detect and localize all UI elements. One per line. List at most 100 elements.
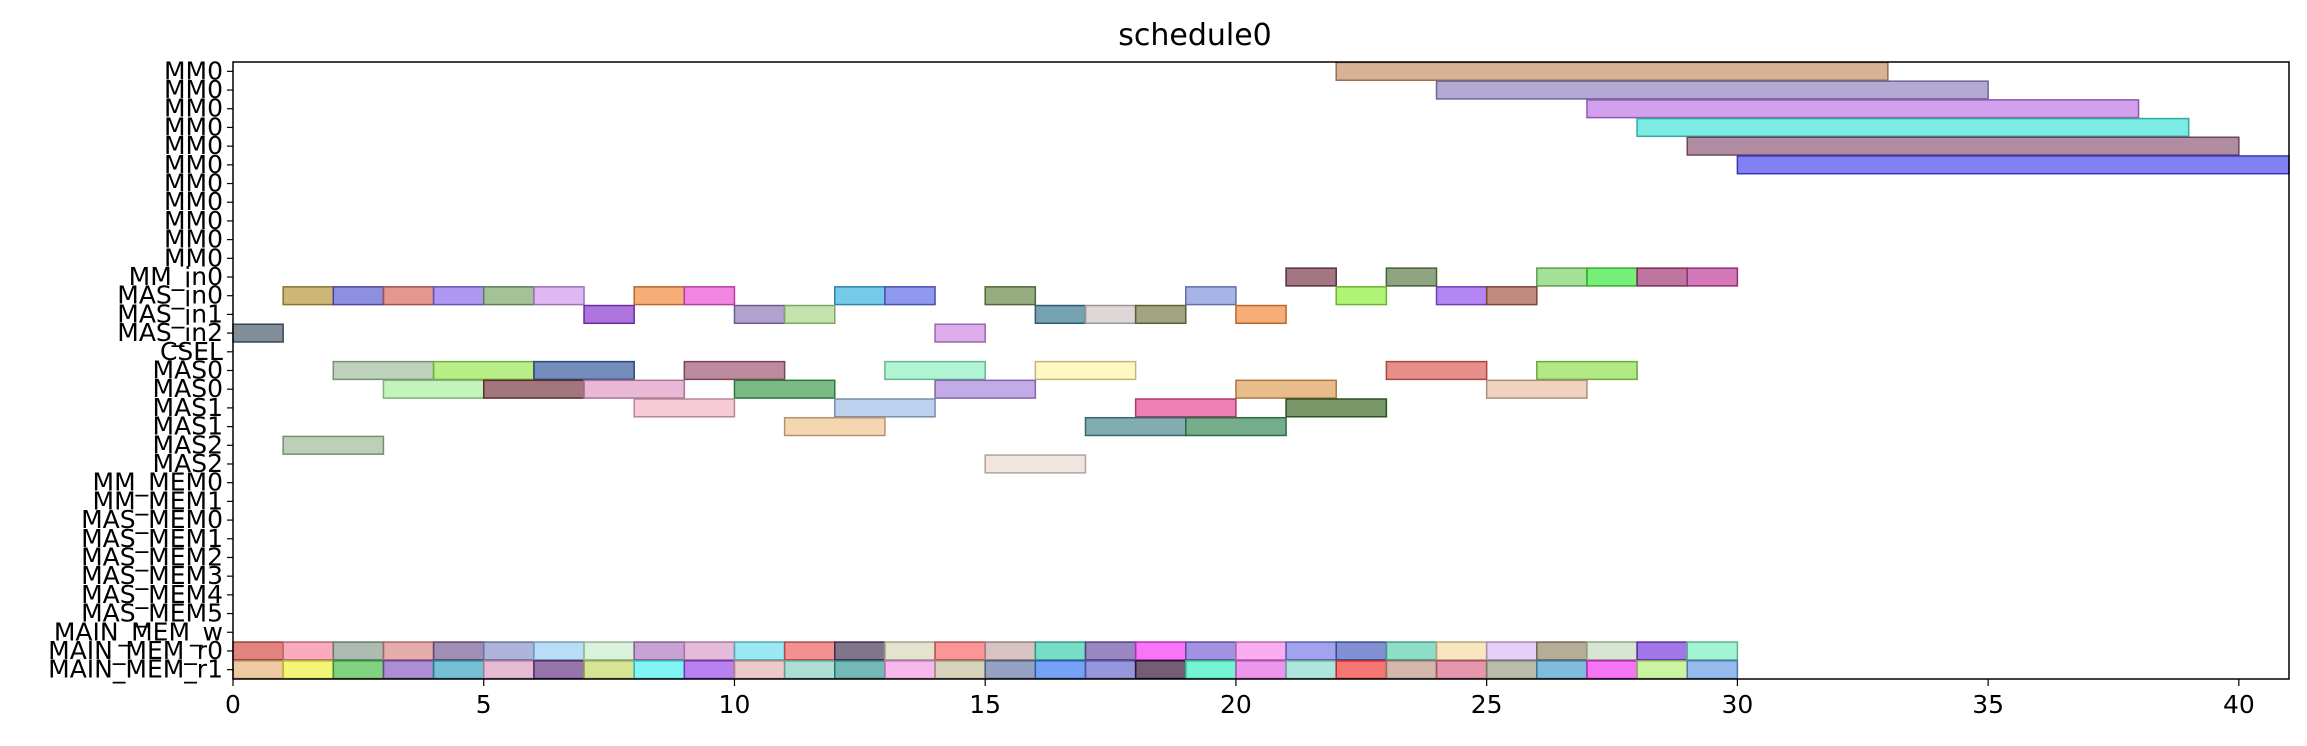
y-tick-label: MAS0: [153, 356, 223, 385]
task-bar: [1185, 641, 1237, 661]
x-tick-label: 5: [476, 690, 492, 719]
y-tick-label: MAS1: [153, 412, 223, 441]
task-bar: [232, 641, 284, 661]
y-tick-label: MM0: [164, 225, 223, 254]
task-bar: [533, 660, 585, 680]
y-tick-label: MM0: [164, 56, 223, 85]
task-bar: [1736, 155, 2290, 175]
task-bar: [633, 641, 686, 661]
task-bar: [482, 286, 535, 306]
task-bar: [282, 660, 335, 680]
task-bar: [1686, 641, 1739, 661]
task-bar: [382, 379, 485, 399]
x-tick-label: 40: [2223, 690, 2255, 719]
task-bar: [1435, 286, 1488, 306]
x-tick-label: 15: [969, 690, 1001, 719]
task-bar: [1134, 398, 1237, 418]
y-tick-label: MAS0: [153, 374, 223, 403]
task-bar: [382, 660, 435, 680]
task-bar: [783, 641, 836, 661]
y-tick-label: MM0: [164, 150, 223, 179]
task-bar: [432, 641, 485, 661]
x-axis-ticks: 0 5 10 15 20 25 30 35 40: [225, 679, 2255, 719]
task-bar: [683, 286, 736, 306]
chart-title: schedule0: [1118, 18, 1272, 53]
task-bar: [282, 435, 385, 455]
task-bar: [1636, 267, 1688, 287]
y-tick-label: MAS1: [153, 393, 223, 422]
task-bar: [733, 304, 786, 325]
task-bar: [683, 660, 736, 680]
y-tick-label: MAS_MEM5: [81, 599, 223, 628]
task-bar: [834, 660, 886, 680]
task-bar: [1185, 416, 1287, 437]
task-bar: [382, 641, 435, 661]
task-bar: [432, 360, 535, 381]
y-tick-label: MAS2: [153, 430, 223, 459]
y-tick-label: MM0: [164, 112, 223, 141]
task-bar: [482, 641, 535, 661]
task-bar: [1536, 267, 1588, 287]
y-tick-label: MM0: [164, 94, 223, 123]
y-tick-label: MM0: [164, 169, 223, 198]
task-bar: [1686, 660, 1739, 680]
task-bar: [1536, 641, 1588, 661]
task-bar: [633, 286, 686, 306]
task-bar: [1134, 641, 1187, 661]
task-bar: [1335, 641, 1388, 661]
y-tick-label: MAS_MEM3: [81, 561, 223, 590]
task-bar: [332, 286, 385, 306]
x-tick-label: 10: [719, 690, 751, 719]
y-tick-label: MM0: [164, 131, 223, 160]
task-bar: [232, 660, 284, 680]
task-bar: [282, 286, 335, 306]
y-tick-label: MM_in0: [129, 262, 223, 291]
task-bar: [1536, 360, 1638, 381]
y-tick-label: MM_MEM1: [93, 486, 223, 515]
task-bar: [1586, 267, 1638, 287]
y-axis-ticks: MM0MM0MM0MM0MM0MM0MM0MM0MM0MM0MM0MM_in0M…: [48, 56, 233, 684]
task-bar: [733, 379, 836, 399]
task-bar: [1636, 660, 1688, 680]
task-bar: [382, 286, 435, 306]
task-bar: [1235, 379, 1337, 399]
task-bar: [533, 360, 635, 381]
task-bar: [1034, 641, 1087, 661]
task-bar: [533, 286, 585, 306]
task-bar: [884, 360, 986, 381]
task-bar: [733, 641, 786, 661]
task-bar: [934, 323, 986, 343]
task-bar: [282, 641, 335, 661]
task-bar: [1636, 641, 1688, 661]
task-bar: [934, 641, 986, 661]
task-bar: [1686, 267, 1739, 287]
task-bar: [1034, 660, 1087, 680]
task-bar: [1084, 641, 1137, 661]
y-tick-label: MAS_MEM1: [81, 524, 223, 553]
y-tick-label: MAS_MEM0: [81, 505, 223, 534]
task-bar: [533, 641, 585, 661]
task-bar: [1485, 286, 1538, 306]
task-bar: [232, 323, 284, 343]
x-tick-label: 0: [225, 690, 241, 719]
plot-frame: [232, 61, 2290, 680]
task-bar: [1686, 136, 2240, 156]
task-bar: [583, 379, 686, 399]
task-bar: [783, 304, 836, 325]
task-bar: [1285, 641, 1337, 661]
y-tick-label: MAS_MEM2: [81, 542, 223, 571]
task-bar: [1134, 660, 1187, 680]
task-bar: [1084, 416, 1187, 437]
y-tick-label: MAS_in0: [117, 281, 223, 310]
task-bar: [1435, 80, 1989, 100]
task-bar: [1335, 61, 1889, 81]
task-bar: [1034, 304, 1087, 325]
task-bar: [884, 641, 936, 661]
task-bar: [482, 379, 585, 399]
task-bar: [783, 660, 836, 680]
task-bar: [482, 660, 535, 680]
task-bar: [1586, 660, 1638, 680]
task-bar: [1385, 660, 1438, 680]
task-bar: [884, 660, 936, 680]
